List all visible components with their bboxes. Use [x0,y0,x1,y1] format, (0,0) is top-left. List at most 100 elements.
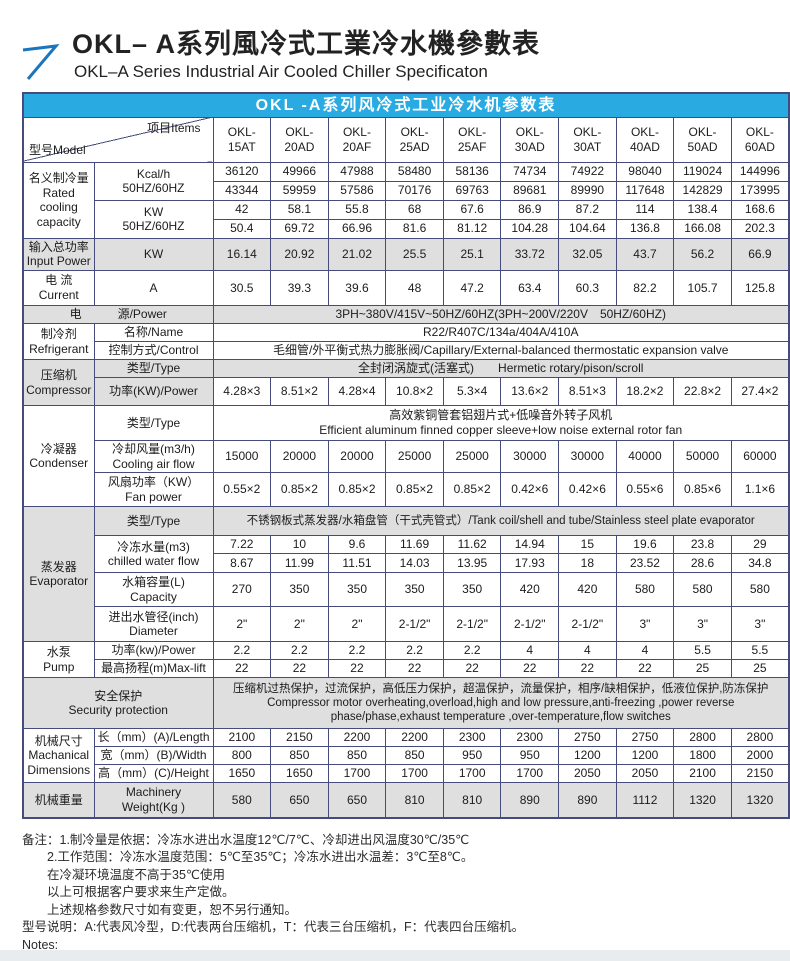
spec-cell: 2" [270,606,329,643]
spec-cell: 142829 [673,180,732,201]
spec-cell: 2000 [730,746,790,766]
spec-cell: 0.85×2 [385,472,444,508]
spec-cell: 68 [385,199,444,220]
spec-cell: 43344 [212,180,272,201]
spec-cell: 98040 [615,161,675,182]
spec-cell: 23.8 [673,535,732,555]
spec-cell: 50.4 [212,218,272,239]
spec-cell: 890 [500,782,560,819]
spec-cell: 0.55×2 [212,472,272,508]
spec-cell: 2.2 [385,641,444,661]
spec-cell: 33.72 [500,237,560,272]
spec-cell: 20000 [327,439,387,474]
model-header-cell: OKL- 15AT [212,116,272,163]
arrow-up-right-icon [22,44,60,80]
spec-cell: 60000 [730,439,790,474]
spec-cell: 11.51 [327,553,387,574]
spec-cell: 2750 [558,728,617,748]
spec-cell: 0.85×2 [442,472,502,508]
spec-cell: 17.93 [500,553,560,574]
spec-cell: 8.67 [212,553,272,574]
note-line: 以上可根据客户要求来生产定做。 [47,885,235,900]
spec-cell: 21.02 [327,237,387,272]
spec-cell: 30000 [558,439,617,474]
spec-cell: 74734 [500,161,560,182]
spec-cell: 168.6 [730,199,790,220]
spec-cell: 1.1×6 [730,472,790,508]
spec-cell: 10.8×2 [385,377,444,406]
spec-cell: 22 [442,659,502,679]
item-fan-power: 风扇功率（KW） Fan power [93,472,214,508]
spec-cell: 60.3 [558,270,617,306]
spec-cell: 30000 [500,439,560,474]
item-kw: KW 50HZ/60HZ [93,199,214,239]
spec-cell: 42 [212,199,272,220]
spec-cell: 66.96 [327,218,387,239]
spec-cell: 13.95 [442,553,502,574]
spec-cell: 950 [500,746,560,766]
spec-cell: 1700 [500,764,560,784]
spec-cell: 25000 [442,439,502,474]
spec-cell: 2-1/2" [385,606,444,643]
spec-cell: 63.4 [500,270,560,306]
spec-cell: 2750 [615,728,675,748]
spec-cell: 580 [615,572,675,608]
spec-cell: 11.69 [385,535,444,555]
spec-cell: 3" [615,606,675,643]
spec-cell: 25 [673,659,732,679]
model-header-cell: OKL- 40AD [615,116,675,163]
spec-cell: 5.3×4 [442,377,502,406]
item-security-protection: 安全保护 Security protection [22,677,214,730]
spec-cell: 14.94 [500,535,560,555]
spec-cell: 81.6 [385,218,444,239]
spec-cell: 22 [327,659,387,679]
condenser-type-value: 高效紫铜管套铝翅片式+低噪音外转子风机 Efficient aluminum f… [212,405,790,441]
group-mechanical-dimensions: 机械尺寸 Machanical Dimensions [22,728,95,784]
spec-cell: 2" [212,606,272,643]
refrigerant-control-value: 毛细管/外平衡式热力膨胀阀/Capillary/External-balance… [212,341,790,360]
model-header-cell: OKL- 50AD [673,116,732,163]
spec-cell: 850 [270,746,329,766]
spec-cell: 0.85×2 [327,472,387,508]
spec-cell: 11.99 [270,553,329,574]
spec-cell: 81.12 [442,218,502,239]
spec-cell: 2800 [673,728,732,748]
spec-cell: 86.9 [500,199,560,220]
spec-cell: 420 [500,572,560,608]
spec-cell: 350 [442,572,502,608]
item-pipe-diameter: 进出水管径(inch) Diameter [93,606,214,643]
spec-cell: 25000 [385,439,444,474]
spec-cell: 32.05 [558,237,617,272]
spec-cell: 47.2 [442,270,502,306]
spec-cell: 119024 [673,161,732,182]
spec-cell: 136.8 [615,218,675,239]
spec-cell: 16.14 [212,237,272,272]
group-input-power: 输入总功率 Input Power [22,237,95,272]
spec-cell: 3" [673,606,732,643]
note-line: 2.工作范围：冷冻水温度范围：5℃至35℃；冷冻水进出水温差：3℃至8℃。 [47,850,474,865]
group-rated-cooling-capacity: 名义制冷量 Rated cooling capacity [22,161,95,239]
spec-cell: 114 [615,199,675,220]
spec-cell: 0.85×2 [270,472,329,508]
spec-cell: 2.2 [327,641,387,661]
items-label: 项目Items [147,120,201,135]
item-compressor-power: 功率(KW)/Power [93,377,214,406]
spec-cell: 13.6×2 [500,377,560,406]
item-compressor-type: 类型/Type [93,359,214,378]
spec-cell: 166.08 [673,218,732,239]
spec-cell: 74922 [558,161,617,182]
page-title: OKL– A系列風冷式工業冷水機參數表 [72,29,541,59]
spec-cell: 55.8 [327,199,387,220]
spec-cell: 104.28 [500,218,560,239]
spec-cell: 27.4×2 [730,377,790,406]
spec-cell: 1200 [558,746,617,766]
item-width: 宽（mm）(B)/Width [93,746,214,766]
group-pump: 水泵 Pump [22,641,95,679]
notes-block: 备注：1.制冷量是依据：冷冻水进出水温度12℃/7℃、冷却进出风温度30℃/35… [22,832,790,955]
spec-cell: 7.22 [212,535,272,555]
model-header-cell: OKL- 25AD [385,116,444,163]
spec-cell: 350 [385,572,444,608]
group-condenser: 冷凝器 Condenser [22,404,95,508]
power-supply-value: 3PH~380V/415V~50HZ/60HZ(3PH~200V/220V 50… [212,305,790,324]
spec-cell: 50000 [673,439,732,474]
